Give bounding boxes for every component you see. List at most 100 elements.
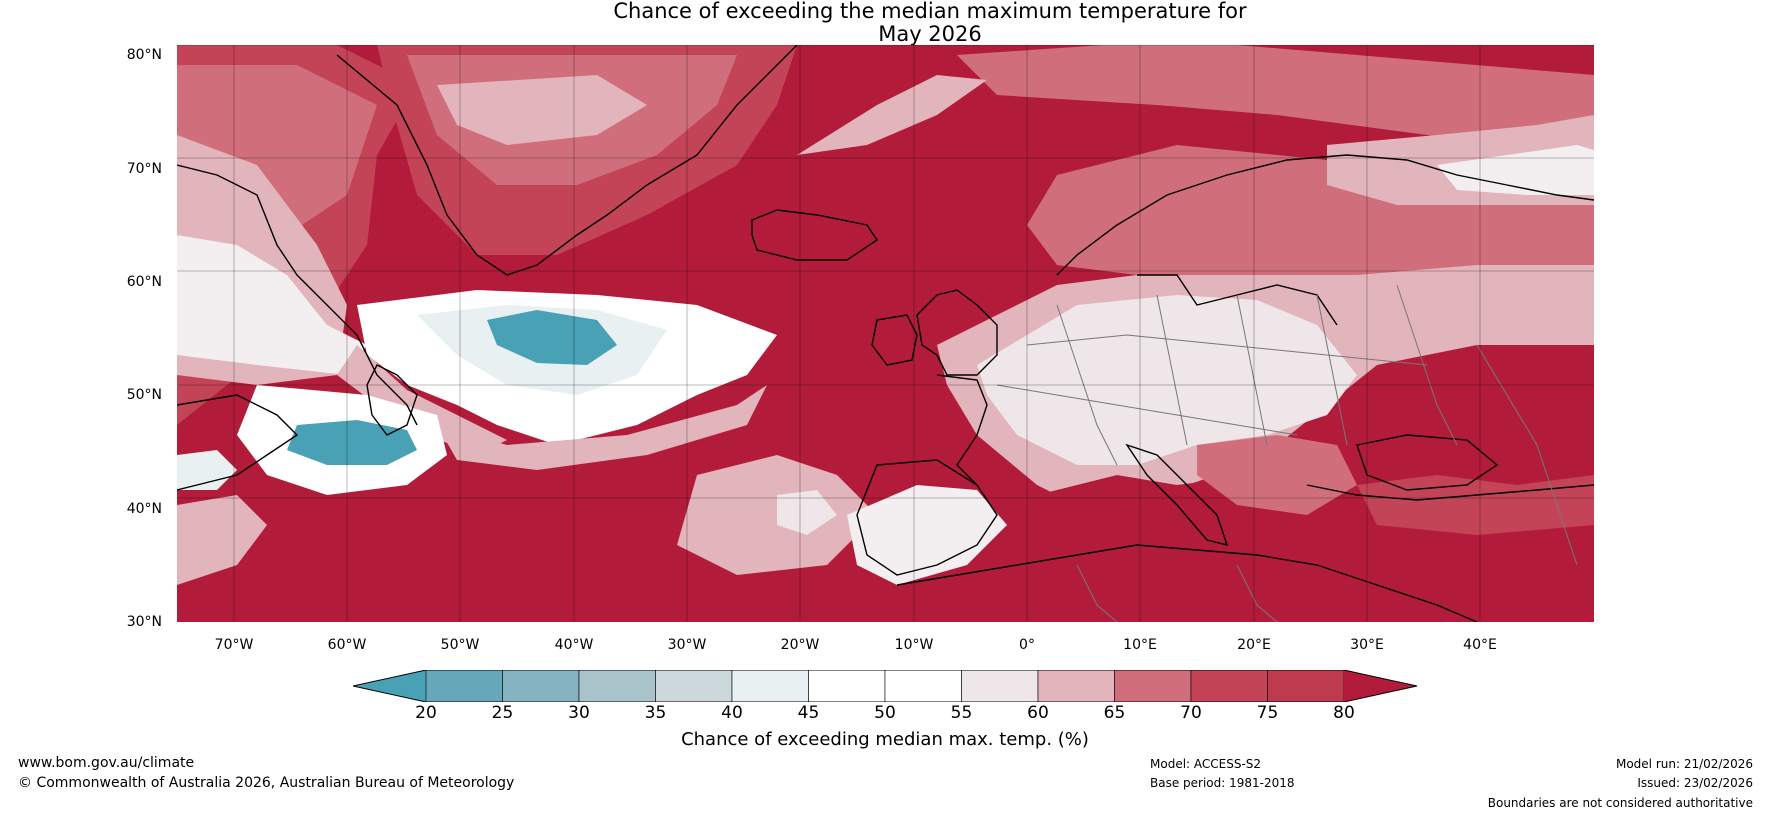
colorbar [353,670,1418,702]
colorbar-segment [425,670,503,702]
region-arctic-pale [797,75,987,155]
region-sw-small [177,450,237,490]
coast-iberia [856,459,998,576]
lat-label-50n: 50°N [126,387,162,403]
colorbar-outline [353,670,1418,702]
colorbar-low-extension [353,670,426,702]
coast-black-sea [1356,434,1499,491]
region-iberia-white [847,485,1007,585]
coast-turkey [1306,484,1594,501]
colorbar-segments [425,670,1345,702]
region-nova-scotia-pink [437,385,767,470]
lon-label-10w: 10°W [894,637,934,653]
colorbar-segment [578,670,656,702]
lat-label-70n: 70°N [126,161,162,177]
colorbar-segment [1190,670,1268,702]
region-lapland-white [1437,145,1594,195]
colorbar-tick-label: 55 [950,703,973,723]
border-4 [1236,294,1268,446]
footer-disclaimer: Boundaries are not considered authoritat… [1487,796,1753,810]
region-canary-pale [777,490,837,535]
lon-label-60w: 60°W [327,637,367,653]
colorbar-segment [731,670,809,702]
region-labrador-white [177,235,367,375]
footer-model: Model: ACCESS-S2 [1150,757,1262,771]
lon-label-10e: 10°E [1123,637,1157,653]
title-line-2: May 2026 [878,22,982,46]
footer-base-period: Base period: 1981-2018 [1150,776,1295,790]
colorbar-tick-label: 20 [415,703,437,723]
footer-copyright: © Commonwealth of Australia 2026, Austra… [18,775,515,791]
colorbar-tick-label: 60 [1027,703,1049,723]
coastlines [177,45,1594,622]
border-3 [1156,294,1188,446]
border-1 [996,384,1298,436]
colorbar-tick-label: 35 [644,703,667,723]
colorbar-high-extension [1344,670,1417,702]
coast-france [936,374,988,486]
gridlines [177,45,1594,622]
coast-newfoundland [366,364,418,436]
footer-issued: Issued: 23/02/2026 [1637,776,1753,790]
colorbar-tick-label: 75 [1256,703,1279,723]
map-canvas [177,45,1594,622]
colorbar-label: Chance of exceeding median max. temp. (%… [681,729,1089,750]
coast-britain [916,289,998,376]
footer-website: www.bom.gov.au/climate [18,755,195,771]
lon-label-40e: 40°E [1463,637,1497,653]
colorbar-segment [808,670,886,702]
coast-scandinavia [1056,154,1594,276]
region-atlantic-blue [487,310,617,365]
border-9 [1076,564,1118,622]
coast-iceland [751,209,878,261]
colorbar-tick-label: 70 [1180,703,1202,723]
colorbar-segment [884,670,962,702]
region-atlantic-rim [337,345,507,455]
lon-label-50w: 50°W [440,637,480,653]
region-arctic-band [957,45,1594,155]
lon-label-30e: 30°E [1350,637,1384,653]
colorbar-tick-label: 25 [491,703,514,723]
border-2 [1056,304,1118,466]
border-5 [1316,294,1348,446]
colorbar-tick-label: 30 [568,703,590,723]
lat-label-40n: 40°N [126,501,162,517]
coast-italy [1125,443,1229,546]
colorbar-tick-label: 50 [874,703,896,723]
lat-label-30n: 30°N [126,614,162,630]
colorbar-segment [655,670,733,702]
colorbar-segment [1037,670,1115,702]
country-borders [996,284,1578,622]
coast-greenland [336,45,798,276]
colorbar-tick-label: 65 [1103,703,1126,723]
region-greenland-pale [437,75,647,145]
lon-label-0: 0° [1019,637,1035,653]
lon-label-40w: 40°W [554,637,594,653]
coast-labrador [177,164,418,426]
colorbar-segment [502,670,580,702]
colorbar-segment [961,670,1039,702]
border-10 [1236,564,1278,622]
border-7 [1026,334,1428,366]
region-sw-bottom [177,495,267,585]
colorbar-tick-label: 40 [721,703,743,723]
title-line-1: Chance of exceeding the median maximum t… [613,0,1247,23]
footer-model-run: Model run: 21/02/2026 [1615,757,1753,771]
coast-africa [896,544,1478,622]
colorbar-segment [1267,670,1345,702]
colorbar-segment [1114,670,1192,702]
lon-label-20w: 20°W [780,637,820,653]
border-8 [1476,344,1578,566]
colorbar-tick-label: 80 [1333,703,1355,723]
colorbar-tick-label: 45 [797,703,820,723]
lon-label-70w: 70°W [214,637,254,653]
chart-title: Chance of exceeding the median maximum t… [530,0,1330,46]
lon-label-30w: 30°W [667,637,707,653]
probability-map [177,45,1594,622]
coast-us-east [177,394,299,491]
lat-label-60n: 60°N [126,274,162,290]
lat-label-80n: 80°N [126,47,162,63]
coast-ireland [871,314,918,366]
region-balkans-pink [1197,435,1357,515]
lon-label-20e: 20°E [1237,637,1271,653]
